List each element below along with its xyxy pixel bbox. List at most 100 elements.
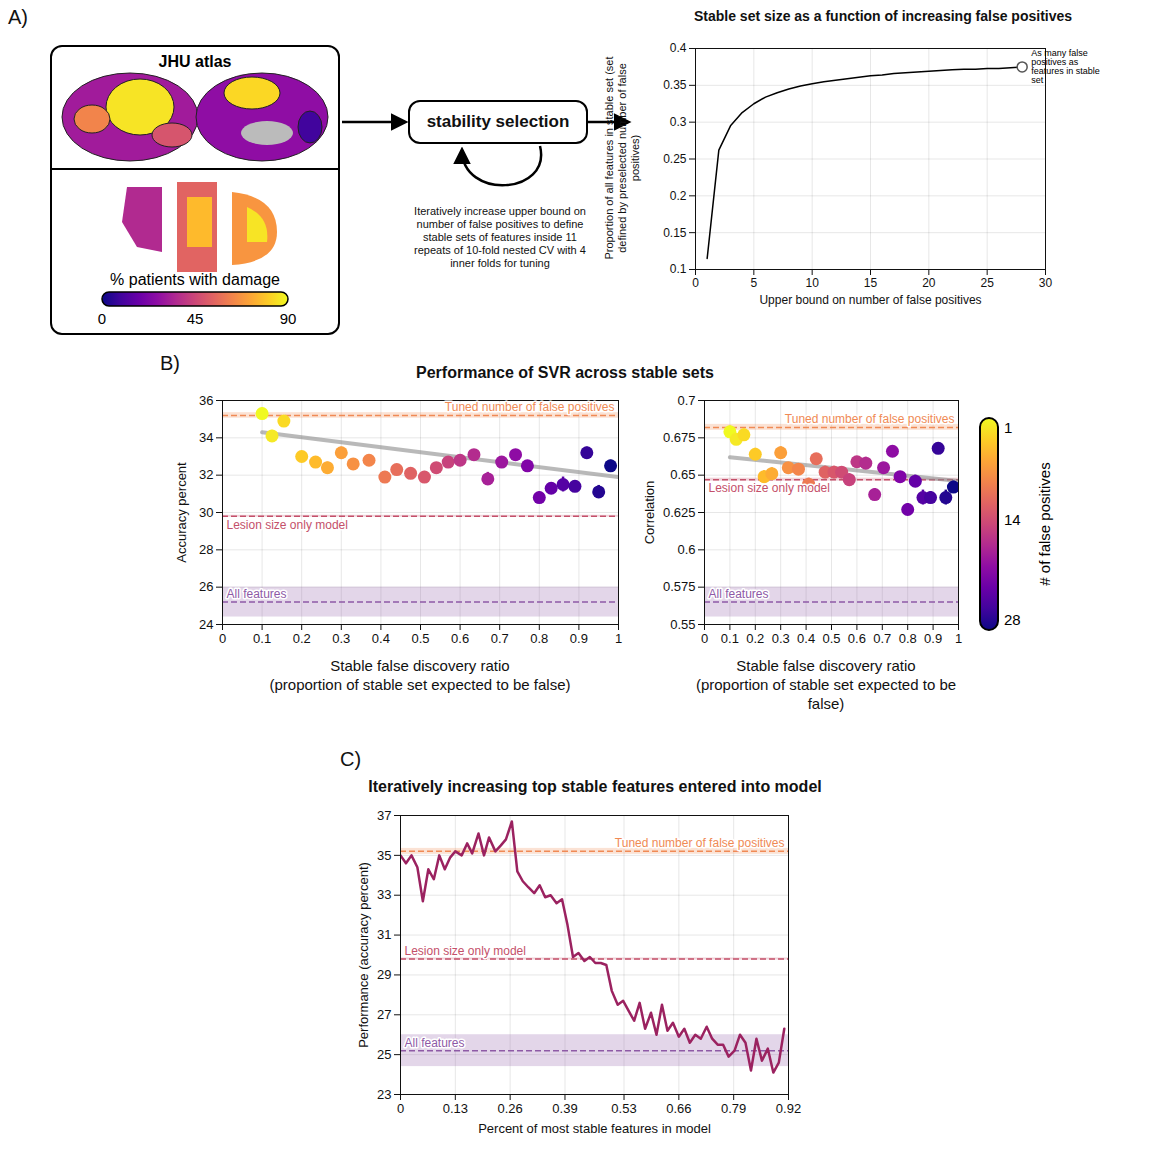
- svg-text:34: 34: [199, 430, 213, 445]
- html-text:Iteratively increasing top sta: Iteratively increasing top stable featur…: [368, 778, 822, 795]
- svg-text:0.4: 0.4: [797, 631, 815, 646]
- svg-text:0.4: 0.4: [372, 631, 390, 646]
- svg-text:31: 31: [377, 927, 391, 942]
- svg-text:0.1: 0.1: [670, 262, 687, 276]
- svg-text:0.39: 0.39: [552, 1101, 577, 1116]
- svg-text:35: 35: [377, 848, 391, 863]
- html-text:C): C): [340, 748, 362, 770]
- svg-text:0.8: 0.8: [899, 631, 917, 646]
- svg-text:JHU atlas: JHU atlas: [159, 53, 232, 70]
- svg-text:1: 1: [615, 631, 622, 646]
- svg-text:29: 29: [377, 967, 391, 982]
- svg-text:0.13: 0.13: [443, 1101, 468, 1116]
- svg-text:As many falsepositives asfeatu: As many falsepositives asfeatures in sta…: [1031, 48, 1100, 85]
- svg-text:0: 0: [98, 310, 106, 327]
- svg-text:0.9: 0.9: [924, 631, 942, 646]
- svg-text:0.675: 0.675: [663, 430, 696, 445]
- svg-text:0.7: 0.7: [873, 631, 891, 646]
- svg-text:Correlation: Correlation: [642, 481, 657, 545]
- html-text:Stable false discovery ratio (: Stable false discovery ratio (proportion…: [695, 657, 957, 712]
- html-text:stability selection: stability selection: [426, 112, 570, 131]
- svg-text:28: 28: [1004, 611, 1021, 628]
- svg-text:0: 0: [397, 1101, 404, 1116]
- svg-text:0: 0: [701, 631, 708, 646]
- svg-text:0.3: 0.3: [772, 631, 790, 646]
- svg-text:0.6: 0.6: [848, 631, 866, 646]
- svg-text:0: 0: [219, 631, 226, 646]
- svg-text:10: 10: [805, 276, 819, 290]
- svg-text:Percent of most stable feature: Percent of most stable features in model: [478, 1121, 711, 1136]
- svg-text:30: 30: [1039, 276, 1053, 290]
- svg-text:0.66: 0.66: [666, 1101, 691, 1116]
- svg-text:0.2: 0.2: [670, 189, 687, 203]
- svg-text:Upper bound on number of false: Upper bound on number of false positives: [759, 293, 981, 307]
- svg-text:0.3: 0.3: [670, 115, 687, 129]
- svg-text:0.6: 0.6: [677, 542, 695, 557]
- svg-text:0.7: 0.7: [491, 631, 509, 646]
- svg-text:All features: All features: [405, 1035, 465, 1049]
- svg-text:Tuned number of false positive: Tuned number of false positives: [785, 412, 955, 426]
- svg-text:All features: All features: [227, 587, 287, 601]
- svg-text:26: 26: [199, 579, 213, 594]
- html-text:Stable false discovery ratio (: Stable false discovery ratio (proportion…: [269, 657, 571, 693]
- svg-text:25: 25: [377, 1047, 391, 1062]
- svg-text:33: 33: [377, 887, 391, 902]
- svg-text:0.1: 0.1: [721, 631, 739, 646]
- svg-text:5: 5: [750, 276, 757, 290]
- svg-text:Tuned number of false positive: Tuned number of false positives: [615, 836, 785, 850]
- svg-text:0.6: 0.6: [451, 631, 469, 646]
- svg-text:0.3: 0.3: [332, 631, 350, 646]
- svg-text:0.15: 0.15: [663, 226, 687, 240]
- svg-text:15: 15: [864, 276, 878, 290]
- svg-text:0.79: 0.79: [721, 1101, 746, 1116]
- svg-text:% patients with damage: % patients with damage: [110, 271, 280, 288]
- svg-text:20: 20: [922, 276, 936, 290]
- svg-text:14: 14: [1004, 511, 1021, 528]
- svg-text:0.625: 0.625: [663, 505, 696, 520]
- svg-text:0.26: 0.26: [497, 1101, 522, 1116]
- svg-text:Performance (accuracy percent): Performance (accuracy percent): [356, 862, 371, 1048]
- svg-text:0: 0: [692, 276, 699, 290]
- svg-text:25: 25: [980, 276, 994, 290]
- svg-text:36: 36: [199, 393, 213, 408]
- svg-text:0.9: 0.9: [570, 631, 588, 646]
- svg-text:0.1: 0.1: [253, 631, 271, 646]
- html-text:B): B): [160, 352, 180, 374]
- svg-text:27: 27: [377, 1007, 391, 1022]
- svg-text:All features: All features: [709, 587, 769, 601]
- svg-text:Lesion size only model: Lesion size only model: [709, 481, 830, 495]
- svg-text:0.7: 0.7: [677, 393, 695, 408]
- svg-text:0.5: 0.5: [411, 631, 429, 646]
- html-text:Proportion of all features in: Proportion of all features in stable set…: [602, 56, 641, 260]
- svg-text:1: 1: [1004, 419, 1012, 436]
- svg-text:0.92: 0.92: [776, 1101, 801, 1116]
- svg-text:0.8: 0.8: [530, 631, 548, 646]
- svg-text:0.2: 0.2: [746, 631, 764, 646]
- svg-text:23: 23: [377, 1087, 391, 1102]
- svg-text:28: 28: [199, 542, 213, 557]
- svg-text:24: 24: [199, 617, 213, 632]
- html-text:A): A): [8, 6, 28, 28]
- svg-text:# of false positives: # of false positives: [1036, 462, 1053, 585]
- svg-text:0.53: 0.53: [611, 1101, 636, 1116]
- svg-text:Accuracy percent: Accuracy percent: [174, 462, 189, 563]
- svg-text:0.35: 0.35: [663, 78, 687, 92]
- svg-text:Lesion size only model: Lesion size only model: [227, 518, 348, 532]
- svg-text:0.4: 0.4: [670, 41, 687, 55]
- svg-text:90: 90: [280, 310, 297, 327]
- svg-text:Tuned number of false positive: Tuned number of false positives: [445, 400, 615, 414]
- svg-text:0.575: 0.575: [663, 579, 696, 594]
- svg-text:0.25: 0.25: [663, 152, 687, 166]
- svg-text:Lesion size only model: Lesion size only model: [405, 944, 526, 958]
- svg-text:45: 45: [187, 310, 204, 327]
- svg-text:0.5: 0.5: [822, 631, 840, 646]
- svg-text:0.55: 0.55: [670, 617, 695, 632]
- html-text:Performance of SVR across stab: Performance of SVR across stable sets: [416, 364, 714, 381]
- svg-text:0.2: 0.2: [293, 631, 311, 646]
- svg-text:1: 1: [955, 631, 962, 646]
- svg-text:0.65: 0.65: [670, 467, 695, 482]
- html-text:Iteratively increase upper bou: Iteratively increase upper bound on numb…: [414, 205, 586, 269]
- svg-text:30: 30: [199, 505, 213, 520]
- svg-text:32: 32: [199, 467, 213, 482]
- svg-text:37: 37: [377, 808, 391, 823]
